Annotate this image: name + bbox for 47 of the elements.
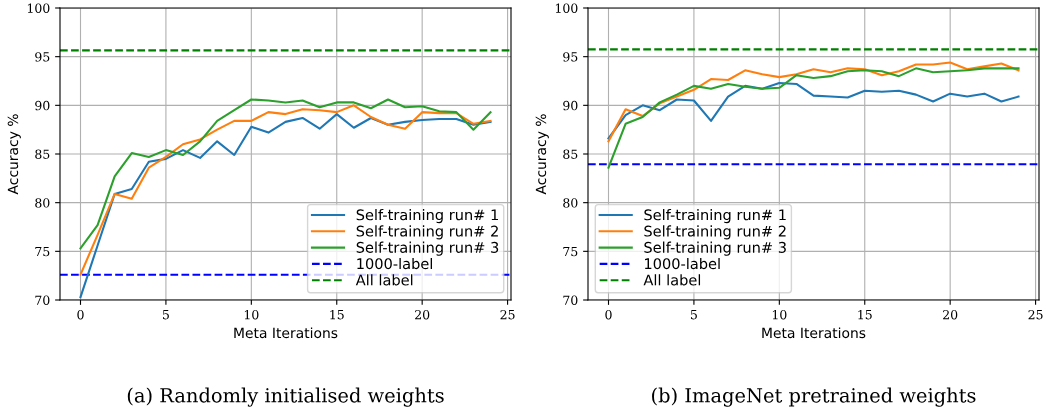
x-tick-label: 25 (1028, 309, 1043, 320)
line-series (607, 67, 1020, 169)
line-series (79, 113, 492, 299)
x-tick-label: 5 (691, 310, 697, 320)
y-tick-label: 100 (27, 3, 50, 13)
x-tick-label: 15 (858, 309, 872, 320)
legend-label: Self-training run# 1 (356, 209, 498, 224)
line-series (607, 81, 1020, 140)
y-tick-label: 75 (563, 246, 578, 257)
x-tick-label: 20 (943, 309, 958, 320)
x-tick-label: 15 (330, 309, 344, 320)
y-tick-label: 75 (35, 246, 50, 257)
y-tick-label: 80 (563, 198, 578, 208)
line-series (79, 104, 492, 276)
x-tick-label: 10 (772, 309, 787, 320)
y-tick-label: 70 (35, 295, 50, 305)
line-series (607, 61, 1020, 143)
legend-label: Self-training run# 2 (356, 225, 498, 240)
y-tick-label: 70 (563, 295, 578, 305)
legend-label: Self-training run# 3 (356, 241, 499, 256)
legend-label: Self-training run# 1 (644, 209, 786, 224)
y-tick-label: 100 (555, 3, 578, 13)
x-tick-label: 0 (605, 309, 612, 320)
y-tick-label: 85 (35, 149, 50, 159)
y-tick-label: 90 (563, 100, 578, 111)
y-tick-label: 85 (563, 149, 578, 159)
x-tick-label: 20 (415, 309, 430, 320)
x-tick-label: 0 (77, 309, 84, 320)
text: (a) Randomly initialised weights (127, 387, 444, 407)
y-tick-label: 95 (563, 52, 578, 62)
ref-line-label: 1000-label (357, 257, 432, 270)
y-axis-title: Accuracy % (7, 114, 21, 195)
x-tick-label: 25 (500, 309, 515, 320)
y-tick-label: 90 (35, 100, 50, 111)
legend-label: 1000-label (645, 257, 720, 270)
legend-label: Self-training run# 3 (644, 241, 786, 256)
x-tick-label: 5 (163, 310, 169, 320)
legend-label: All label (355, 274, 413, 286)
x-axis-title: Meta Iterations (762, 327, 866, 339)
x-axis-title: Meta Iterations (234, 327, 338, 339)
legend-label: All label (643, 274, 701, 286)
x-tick-label: 10 (244, 309, 259, 320)
y-tick-label: 80 (35, 198, 50, 208)
legend-label: Self-training run# 2 (644, 225, 786, 240)
y-axis-title: Accuracy % (535, 114, 549, 195)
y-tick-label: 95 (35, 52, 50, 62)
text: (b) ImageNet pretrained weights (652, 387, 976, 407)
